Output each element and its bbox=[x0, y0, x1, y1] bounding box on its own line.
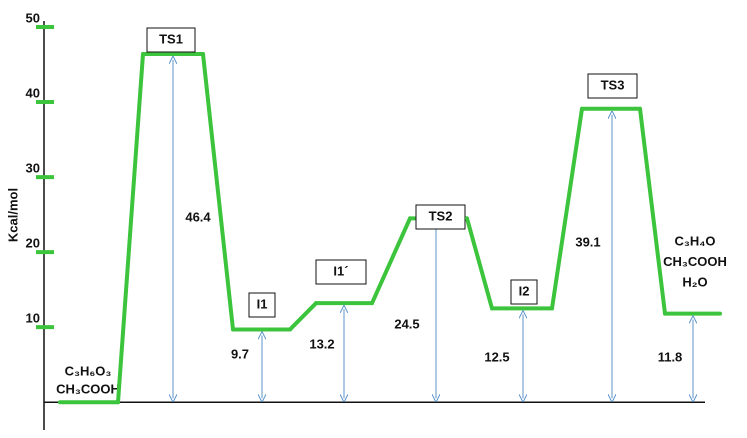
y-tick-label: 50 bbox=[26, 10, 40, 25]
state-box bbox=[587, 73, 638, 99]
state-box bbox=[415, 204, 466, 230]
value-label: 9.7 bbox=[231, 346, 249, 361]
species-label: H₂O bbox=[682, 274, 707, 289]
value-label: 11.8 bbox=[658, 349, 683, 364]
connector bbox=[638, 106, 667, 316]
value-label: 46.4 bbox=[185, 209, 211, 224]
state-label: TS2 bbox=[429, 208, 453, 223]
species-label: CH₃COOH bbox=[56, 381, 120, 396]
connector bbox=[550, 106, 584, 311]
state-label: TS3 bbox=[601, 77, 625, 92]
connector bbox=[288, 301, 318, 332]
state-box bbox=[248, 292, 276, 318]
y-axis-label: Kcal/mol bbox=[5, 188, 20, 242]
y-tick-label: 40 bbox=[26, 85, 40, 100]
species-label: CH₃COOH bbox=[663, 254, 727, 269]
connector bbox=[201, 52, 235, 332]
value-label: 13.2 bbox=[309, 336, 334, 351]
state-label: TS1 bbox=[159, 31, 183, 46]
y-tick-label: 10 bbox=[26, 311, 40, 326]
y-tick-label: 20 bbox=[26, 236, 40, 251]
state-box bbox=[510, 279, 538, 305]
state-label: I1 bbox=[257, 296, 268, 311]
species-label: C₃H₄O bbox=[674, 233, 715, 248]
state-label: I1´ bbox=[333, 263, 348, 278]
value-label: 39.1 bbox=[575, 234, 600, 249]
state-label: I2 bbox=[519, 283, 530, 298]
state-box bbox=[146, 27, 196, 53]
species-label: C₃H₆O₃ bbox=[65, 363, 112, 378]
value-label: 12.5 bbox=[484, 349, 509, 364]
connector bbox=[370, 216, 412, 306]
connector bbox=[465, 216, 494, 311]
y-tick-label: 30 bbox=[26, 161, 40, 176]
connector bbox=[116, 52, 145, 405]
value-label: 24.5 bbox=[394, 316, 419, 331]
state-box bbox=[315, 259, 367, 285]
